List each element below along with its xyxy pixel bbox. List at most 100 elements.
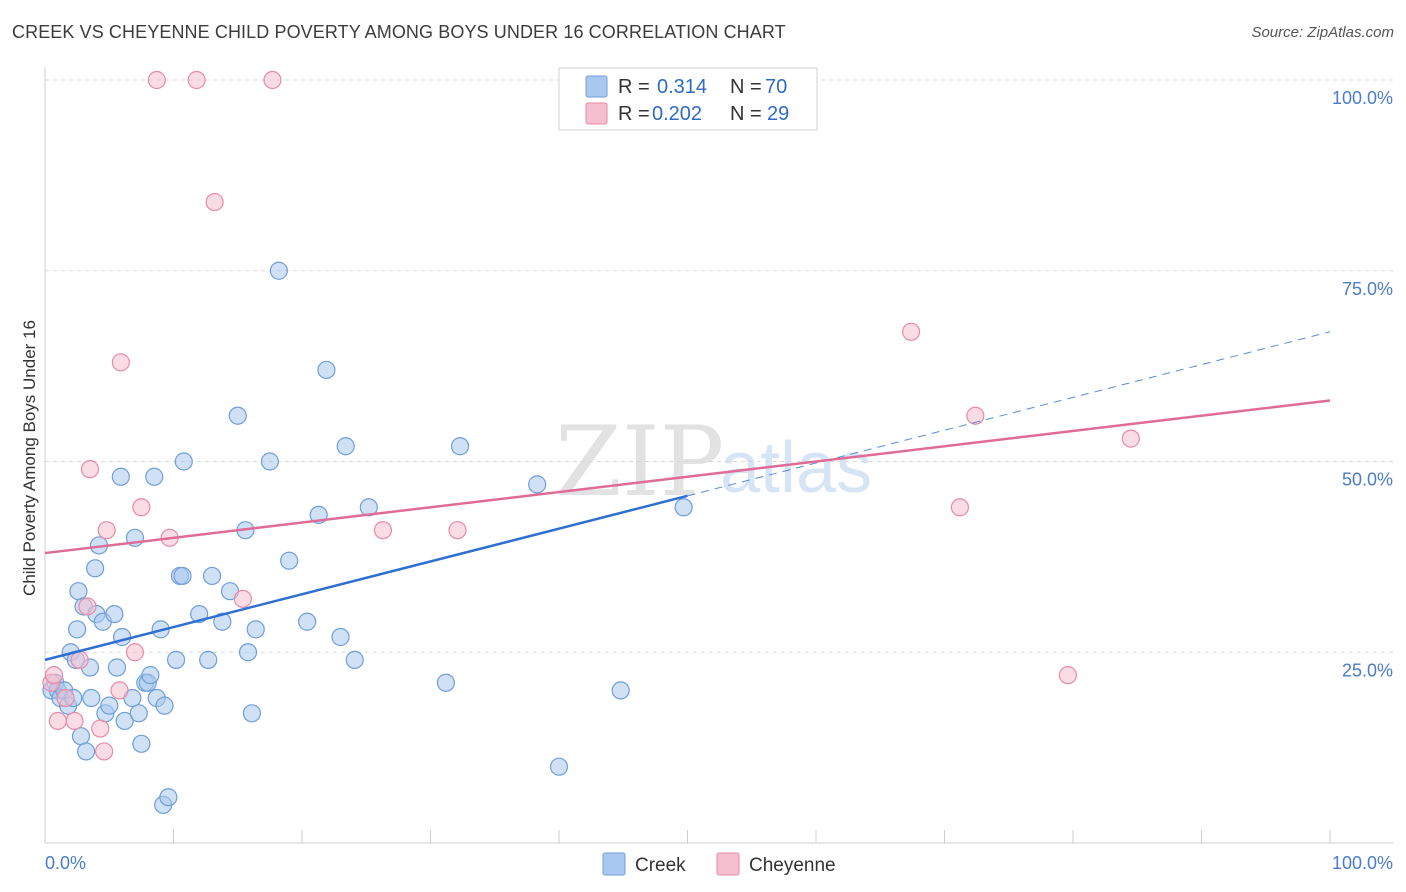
cheyenne-point	[111, 353, 130, 372]
cheyenne-point	[56, 688, 75, 708]
creek-point	[238, 643, 258, 662]
creek-point	[155, 696, 174, 715]
creek-point	[528, 475, 547, 494]
creek-point	[141, 666, 160, 685]
cheyenne-point	[233, 589, 252, 608]
creek-trend-line	[44, 494, 688, 662]
creek-point	[611, 681, 630, 700]
cheyenne-point	[80, 460, 100, 479]
creek-points	[42, 261, 693, 814]
cheyenne-point	[205, 192, 224, 212]
creek-point	[674, 498, 693, 517]
y-axis-label: Child Poverty Among Boys Under 16	[20, 320, 39, 596]
series-swatch-cheyenne	[716, 852, 740, 876]
legend-n-label-cheyenne: N =	[730, 103, 762, 125]
cheyenne-point	[132, 498, 151, 517]
legend-n-value-cheyenne: 29	[767, 103, 789, 125]
gridlines	[45, 79, 1393, 653]
series-swatch-creek	[602, 852, 626, 876]
cheyenne-point	[65, 711, 84, 731]
source-label: Source: ZipAtlas.com	[1251, 24, 1394, 41]
creek-point	[317, 360, 336, 380]
legend-swatch-creek	[585, 75, 608, 98]
cheyenne-point	[48, 711, 67, 731]
trend-lines	[44, 331, 1331, 662]
creek-point	[82, 688, 101, 708]
cheyenne-point	[44, 666, 64, 685]
creek-point	[213, 612, 232, 631]
legend-r-label-creek: R =	[618, 76, 650, 98]
creek-point	[86, 559, 105, 578]
creek-point	[202, 566, 222, 586]
chart-title: CREEK VS CHEYENNE CHILD POVERTY AMONG BO…	[12, 22, 786, 42]
cheyenne-point	[187, 70, 206, 90]
x-tick-label-min: 0.0%	[45, 853, 86, 873]
cheyenne-point	[70, 650, 89, 669]
cheyenne-point	[1058, 666, 1077, 685]
cheyenne-point	[901, 322, 921, 341]
creek-point	[345, 650, 364, 669]
creek-point	[159, 788, 178, 807]
y-tick-labels: 25.0% 50.0% 75.0% 100.0%	[1332, 88, 1393, 680]
series-label-creek: Creek	[635, 855, 686, 876]
creek-point	[331, 627, 350, 647]
creek-point	[298, 612, 317, 631]
creek-point	[450, 437, 470, 456]
creek-point	[242, 704, 261, 723]
cheyenne-point	[1121, 429, 1140, 448]
cheyenne-point	[373, 521, 393, 540]
series-label-cheyenne: Cheyenne	[749, 855, 836, 876]
y-tick-label-75: 75.0%	[1342, 279, 1393, 299]
creek-point	[246, 620, 265, 639]
creek-point	[68, 620, 87, 639]
creek-point	[145, 467, 164, 486]
creek-point	[77, 742, 96, 761]
y-tick-label-100: 100.0%	[1332, 88, 1393, 108]
creek-point	[71, 727, 91, 746]
correlation-legend: R = 0.314 N = 70 R = 0.202 N = 29	[558, 67, 818, 131]
creek-point	[115, 711, 134, 731]
cheyenne-point	[448, 521, 467, 540]
creek-point	[173, 566, 192, 586]
creek-point	[228, 406, 247, 425]
y-tick-label-50: 50.0%	[1342, 470, 1393, 490]
cheyenne-point	[263, 70, 282, 90]
legend-r-label-cheyenne: R =	[618, 103, 650, 125]
creek-point	[336, 437, 355, 456]
creek-point	[111, 467, 130, 486]
legend-n-label-creek: N =	[730, 76, 762, 98]
x-axis-ticks	[173, 830, 1331, 843]
creek-point	[132, 734, 151, 753]
cheyenne-point	[125, 643, 145, 662]
creek-point	[129, 704, 148, 723]
legend-r-value-cheyenne: 0.202	[652, 103, 702, 125]
cheyenne-point	[91, 719, 110, 738]
legend-swatch-cheyenne	[585, 102, 608, 125]
creek-point	[100, 696, 119, 715]
legend-n-value-creek: 70	[765, 76, 787, 98]
creek-point	[436, 673, 456, 692]
legend-r-value-creek: 0.314	[657, 76, 707, 98]
cheyenne-point	[147, 70, 166, 90]
creek-point	[280, 551, 299, 570]
creek-point	[260, 452, 279, 471]
creek-point	[549, 757, 569, 776]
creek-point	[199, 650, 218, 669]
cheyenne-point	[966, 406, 985, 425]
creek-point	[105, 604, 124, 624]
creek-trend-extension	[687, 331, 1331, 497]
cheyenne-trend-line	[44, 399, 1331, 555]
cheyenne-point	[950, 498, 970, 517]
series-legend: Creek Cheyenne	[602, 852, 836, 876]
cheyenne-point	[78, 597, 97, 616]
creek-point	[69, 582, 88, 601]
creek-point	[269, 261, 288, 280]
creek-point	[166, 650, 186, 669]
cheyenne-point	[110, 681, 129, 700]
y-tick-label-25: 25.0%	[1342, 660, 1393, 680]
creek-point	[107, 658, 127, 677]
cheyenne-point	[97, 521, 116, 540]
cheyenne-point	[95, 742, 114, 761]
x-tick-label-max: 100.0%	[1332, 853, 1393, 873]
